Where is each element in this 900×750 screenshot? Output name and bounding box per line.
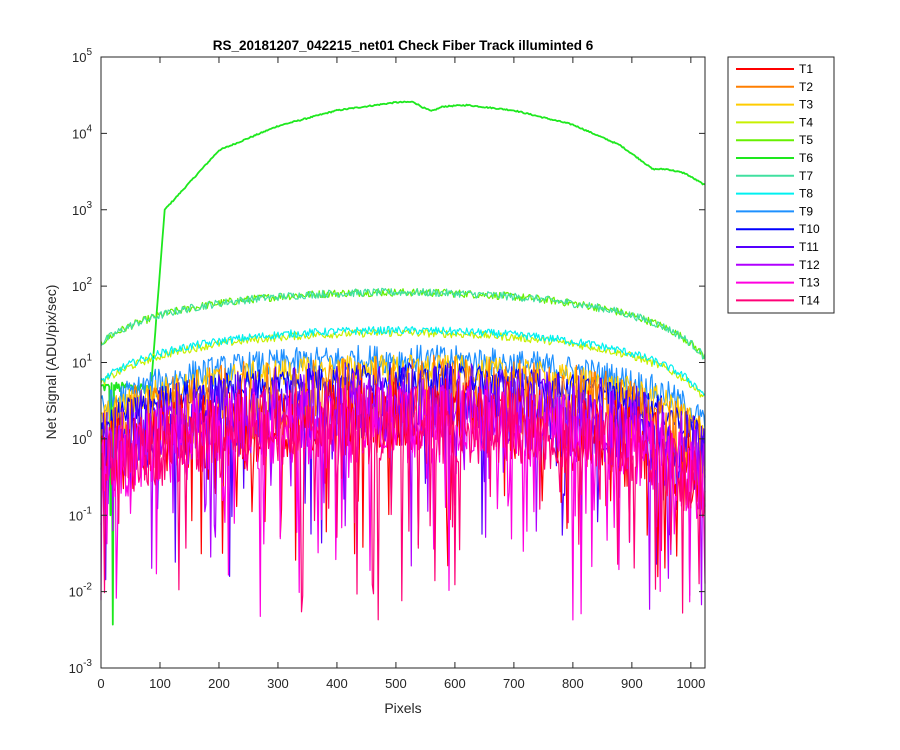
series-line-t6 (100, 100, 706, 626)
legend-label-t8: T8 (799, 187, 813, 201)
series-line-t14 (100, 385, 706, 621)
y-tick-exponent: 2 (86, 276, 92, 287)
series-layer (100, 100, 706, 626)
y-tick-base: 10 (69, 661, 83, 676)
x-tick-label: 400 (326, 676, 348, 691)
tick-layer: 0 100 200 300 400 500 600 700 800 900 100010-310-2… (69, 47, 706, 691)
legend-label-t11: T11 (799, 240, 819, 254)
y-tick-base: 10 (72, 50, 86, 65)
y-tick-base: 10 (69, 508, 83, 523)
legend-label-t12: T12 (799, 258, 820, 272)
y-tick-label: 104 (72, 123, 92, 141)
chart-title: RS_20181207_042215_net01 Check Fiber Tra… (213, 38, 594, 53)
x-tick-label: 300 (267, 676, 289, 691)
series-line-t13 (100, 384, 706, 621)
y-tick-label: 102 (72, 276, 92, 294)
legend-label-t14: T14 (799, 293, 820, 307)
legend-label-t1: T1 (799, 62, 813, 76)
legend-label-t4: T4 (799, 115, 813, 129)
series-line-t8 (100, 325, 705, 396)
y-tick-label: 10-3 (69, 658, 93, 676)
y-tick-label: 100 (72, 429, 92, 447)
y-tick-base: 10 (72, 126, 86, 141)
x-axis-label: Pixels (384, 700, 421, 716)
y-tick-label: 105 (72, 47, 92, 65)
x-tick-label: 700 (503, 676, 525, 691)
series-line-t12 (100, 370, 706, 610)
x-tick-label: 500 (385, 676, 407, 691)
x-tick-label: 1000 (676, 676, 705, 691)
y-tick-base: 10 (69, 585, 83, 600)
y-tick-base: 10 (72, 279, 86, 294)
x-tick-label: 900 (621, 676, 643, 691)
y-tick-exponent: 1 (86, 353, 92, 364)
y-tick-exponent: 5 (86, 47, 92, 58)
x-tick-label: 0 (97, 676, 104, 691)
legend: T1 T2 T3 T4 T5 T6 T7 T8 T9 T10 T11 T12 T13 T14 (727, 56, 835, 314)
x-tick-label: 600 (444, 676, 466, 691)
legend-label-t2: T2 (799, 80, 813, 94)
y-tick-base: 10 (72, 356, 86, 371)
y-tick-base: 10 (72, 432, 86, 447)
x-tick-label: 200 (208, 676, 230, 691)
legend-label-t9: T9 (799, 204, 813, 218)
x-tick-label: 100 (149, 676, 171, 691)
y-tick-exponent: 3 (86, 200, 92, 211)
y-tick-base: 10 (72, 203, 86, 218)
y-tick-label: 101 (72, 353, 92, 371)
legend-label-t3: T3 (799, 98, 813, 112)
y-tick-label: 10-1 (69, 505, 93, 523)
legend-label-t13: T13 (799, 276, 820, 290)
legend-label-t10: T10 (799, 222, 820, 236)
x-tick-label: 800 (562, 676, 584, 691)
legend-box (727, 56, 835, 314)
y-tick-exponent: 4 (86, 123, 92, 134)
y-tick-label: 10-2 (69, 582, 93, 600)
series-line-t3 (100, 354, 706, 443)
series-line-t7 (100, 287, 706, 360)
y-tick-exponent: 0 (86, 429, 92, 440)
legend-label-t7: T7 (799, 169, 813, 183)
legend-label-t6: T6 (799, 151, 813, 165)
y-tick-label: 103 (72, 200, 92, 218)
legend-label-t5: T5 (799, 133, 813, 147)
y-tick-exponent: -2 (83, 582, 92, 593)
y-axis-label: Net Signal (ADU/pix/sec) (43, 285, 59, 440)
y-tick-exponent: -1 (83, 505, 92, 516)
y-tick-exponent: -3 (83, 658, 92, 669)
